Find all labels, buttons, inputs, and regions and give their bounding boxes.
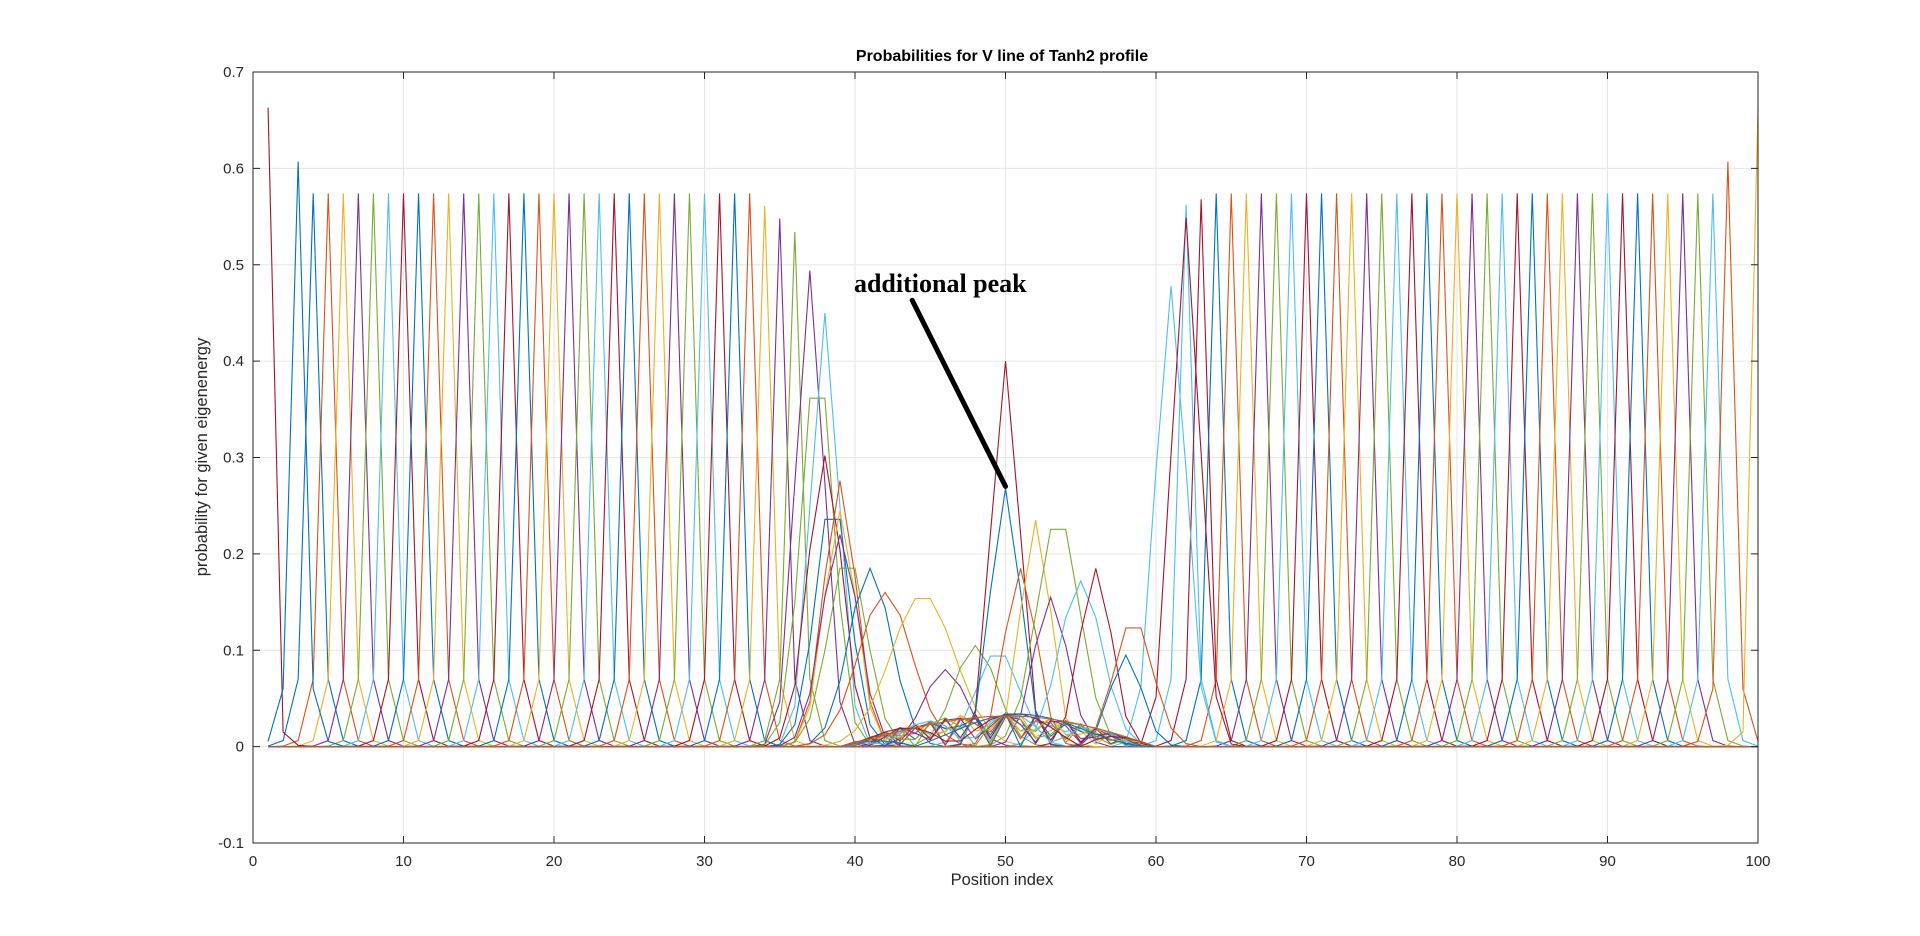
x-tick-label: 80 <box>1449 853 1466 870</box>
x-tick-label: 0 <box>249 853 257 870</box>
y-tick-label: 0.1 <box>223 642 244 659</box>
x-tick-label: 10 <box>395 853 412 870</box>
chart-title: Probabilities for V line of Tanh2 profil… <box>856 48 1148 65</box>
x-tick-label: 20 <box>546 853 563 870</box>
y-tick-label: 0 <box>236 739 244 756</box>
series-line <box>268 715 1758 748</box>
x-tick-label: 90 <box>1599 853 1616 870</box>
axes-box <box>252 71 1759 844</box>
annotation-label: additional peak <box>854 269 1027 298</box>
y-tick-label: 0.3 <box>223 450 244 467</box>
y-tick-label: -0.1 <box>218 835 244 852</box>
x-tick-labels: 0 10 20 30 40 50 60 70 80 90 100 <box>249 853 1771 870</box>
series-lines <box>267 107 1759 748</box>
x-axis-label: Position index <box>951 871 1054 889</box>
x-tick-label: 30 <box>696 853 713 870</box>
x-tick-label: 60 <box>1148 853 1165 870</box>
y-tick-label: 0.7 <box>223 64 244 81</box>
y-tick-label: 0.4 <box>223 353 244 370</box>
y-tick-label: 0.6 <box>223 160 244 177</box>
y-tick-label: 0.5 <box>223 257 244 274</box>
y-tick-labels: -0.1 0 0.1 0.2 0.3 0.4 0.5 0.6 0.7 <box>218 64 244 852</box>
annotations: additional peak <box>854 269 1027 489</box>
x-tick-label: 50 <box>997 853 1014 870</box>
x-tick-label: 70 <box>1298 853 1315 870</box>
y-axis-label: probability for given eigenenergy <box>193 337 211 576</box>
x-tick-label: 100 <box>1745 853 1770 870</box>
annotation-arrow <box>909 297 1008 489</box>
y-tick-label: 0.2 <box>223 546 244 563</box>
x-tick-label: 40 <box>847 853 864 870</box>
